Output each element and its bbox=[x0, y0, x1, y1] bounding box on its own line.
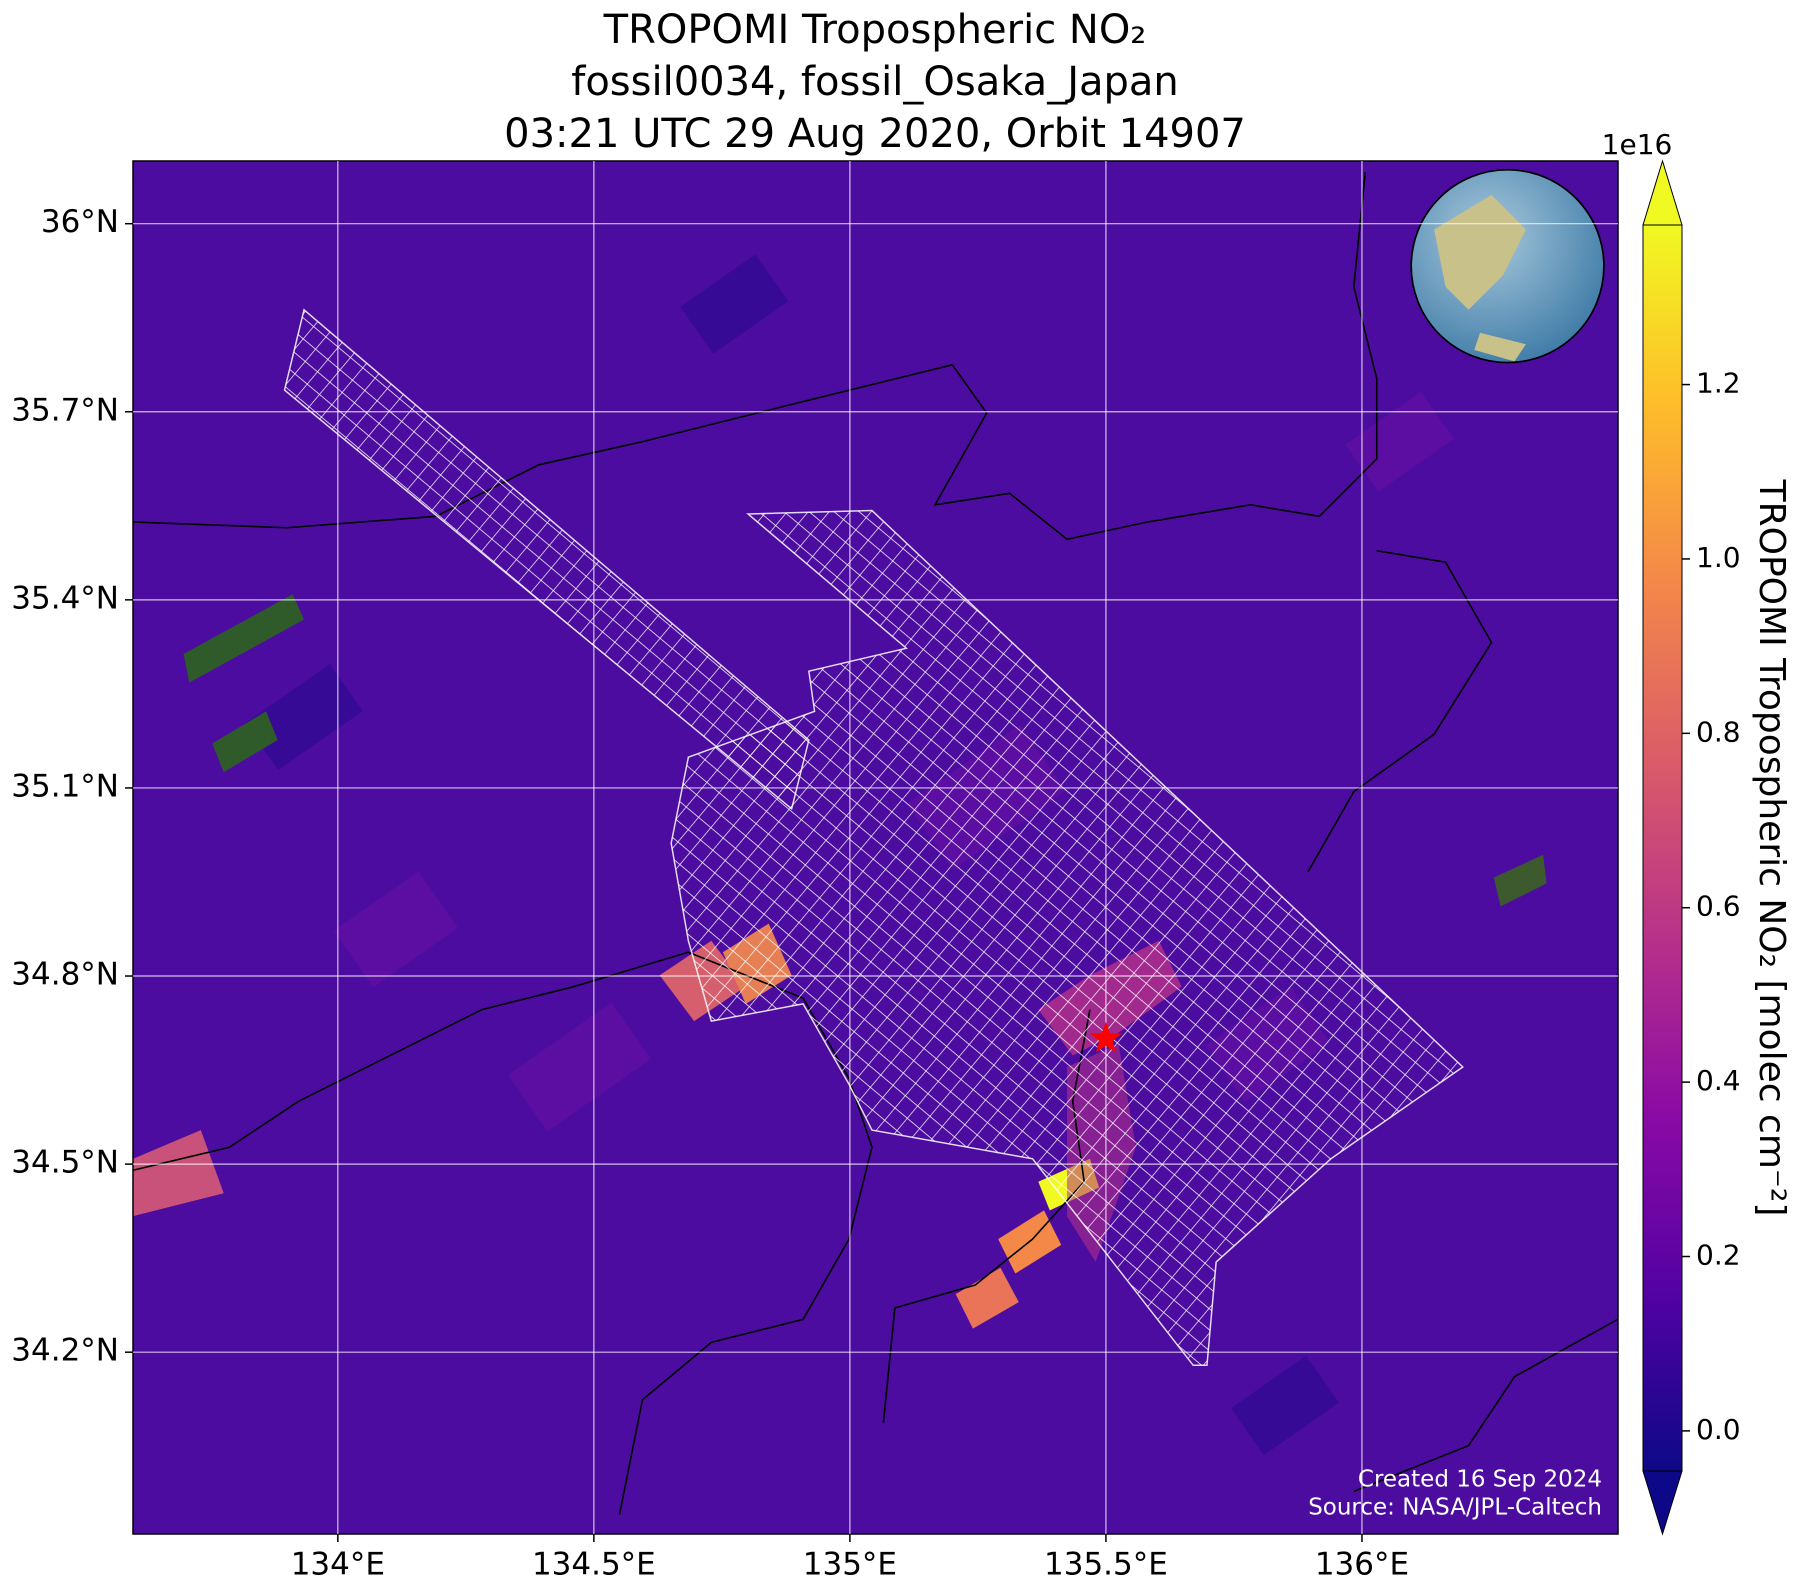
y-tick-label: 36°N bbox=[41, 204, 119, 240]
x-tick-label: 135°E bbox=[803, 1547, 897, 1583]
map-frame bbox=[132, 160, 1619, 1535]
site-marker bbox=[1089, 1021, 1123, 1053]
y-tick-label: 35.1°N bbox=[11, 768, 119, 804]
colorbar bbox=[1642, 224, 1683, 1472]
colorbar-tick-label: 0.2 bbox=[1696, 1239, 1741, 1272]
title: 03:21 UTC 29 Aug 2020, Orbit 14907 bbox=[504, 111, 1246, 157]
map-background bbox=[133, 161, 1618, 1534]
x-tick-label: 136°E bbox=[1315, 1547, 1409, 1583]
y-tick-label: 34.8°N bbox=[11, 957, 119, 993]
colorbar-tick-label: 0.0 bbox=[1696, 1413, 1741, 1446]
colorbar-extend-low bbox=[1642, 1470, 1683, 1536]
credit: Source: NASA/JPL-Caltech bbox=[1308, 1495, 1602, 1521]
x-tick-label: 134.5°E bbox=[532, 1547, 656, 1583]
colorbar-tick-label: 0.8 bbox=[1696, 715, 1741, 748]
x-tick-label: 135.5°E bbox=[1044, 1547, 1168, 1583]
y-tick-label: 34.2°N bbox=[11, 1333, 119, 1369]
colorbar-label: TROPOMI Tropospheric NO₂ [molec cm⁻²] bbox=[1751, 479, 1792, 1217]
colorbar-extend-high bbox=[1642, 159, 1683, 226]
credit: Created 16 Sep 2024 bbox=[1358, 1467, 1602, 1493]
y-tick-label: 35.7°N bbox=[11, 392, 119, 428]
colorbar-tick-label: 0.4 bbox=[1696, 1064, 1741, 1097]
x-tick-label: 134°E bbox=[291, 1547, 385, 1583]
colorbar-exponent: 1e16 bbox=[1602, 128, 1673, 161]
colorbar-tick-label: 1.2 bbox=[1696, 367, 1741, 400]
title: TROPOMI Tropospheric NO₂ bbox=[603, 7, 1147, 53]
y-tick-label: 35.4°N bbox=[11, 580, 119, 616]
y-tick-label: 34.5°N bbox=[11, 1145, 119, 1181]
title: fossil0034, fossil_Osaka_Japan bbox=[571, 59, 1179, 105]
colorbar-tick-label: 0.6 bbox=[1696, 890, 1741, 923]
colorbar-tick-label: 1.0 bbox=[1696, 541, 1741, 574]
